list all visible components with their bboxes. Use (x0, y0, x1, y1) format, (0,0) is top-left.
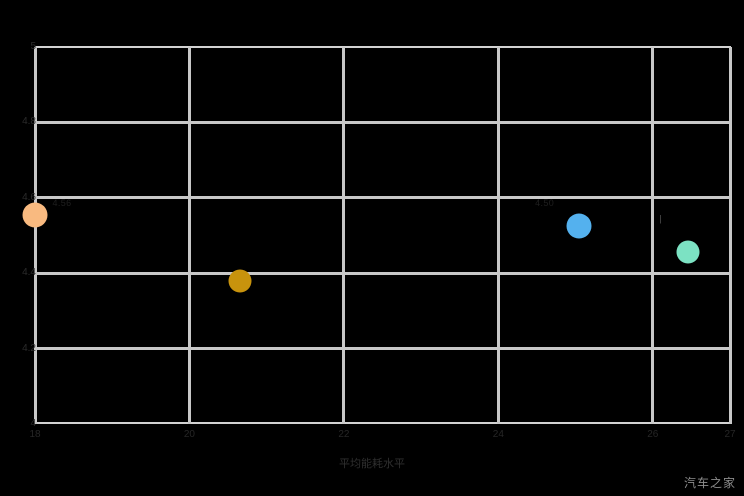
x-axis-tick-label: 20 (183, 429, 195, 440)
grid-line-horizontal (35, 196, 730, 200)
y-axis-tick-label: 4 (30, 418, 36, 429)
teal-point-marker: | (659, 213, 662, 224)
grid-line-horizontal (35, 271, 730, 275)
x-axis-tick-label: 26 (647, 429, 659, 440)
x-axis-tick-label: 22 (338, 429, 350, 440)
y-axis-tick-label: 4.8 (22, 116, 36, 128)
y-axis-tick-label: 4.2 (22, 342, 36, 354)
grid-line-vertical (496, 47, 500, 424)
orange-point-annotation: 4.56 (52, 198, 72, 209)
plot-bottom-border (35, 422, 731, 424)
plot-area: 4.56 4.50 | (22, 47, 732, 424)
y-axis-tick-label: 4.6 (22, 191, 36, 203)
grid-line-horizontal (35, 120, 730, 124)
x-axis-title: 平均能耗水平 (339, 458, 405, 470)
gold-point[interactable] (228, 269, 252, 293)
watermark: 汽车之家 (683, 476, 736, 490)
grid-line-vertical (651, 47, 655, 424)
grid-line-horizontal (35, 347, 730, 351)
plot-top-border (35, 46, 731, 48)
blue-point[interactable] (566, 213, 592, 239)
grid-line-vertical (33, 47, 37, 424)
teal-point[interactable] (676, 240, 700, 264)
x-axis-tick-label: 24 (492, 429, 504, 440)
grid-line-vertical (187, 47, 191, 424)
orange-point[interactable] (22, 202, 48, 228)
y-axis-tick-label: 5 (30, 41, 36, 52)
x-axis-tick-label: 27 (724, 429, 736, 440)
grid-line-vertical (728, 47, 732, 424)
y-axis-tick-label: 4.4 (22, 267, 36, 279)
grid-line-vertical (342, 47, 346, 424)
x-axis-tick-label: 18 (29, 429, 41, 440)
blue-point-annotation: 4.50 (535, 198, 555, 209)
